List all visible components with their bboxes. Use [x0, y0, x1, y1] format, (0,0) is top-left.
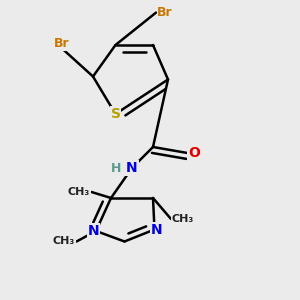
Text: H: H: [111, 161, 122, 175]
Text: CH₃: CH₃: [171, 214, 194, 224]
Text: CH₃: CH₃: [68, 187, 90, 197]
Text: Br: Br: [157, 6, 173, 19]
Text: N: N: [151, 223, 163, 236]
Text: N: N: [88, 224, 99, 238]
Text: Br: Br: [54, 37, 69, 50]
Text: S: S: [110, 107, 121, 121]
Text: O: O: [188, 146, 200, 160]
Text: CH₃: CH₃: [53, 236, 75, 247]
Text: N: N: [126, 161, 138, 175]
